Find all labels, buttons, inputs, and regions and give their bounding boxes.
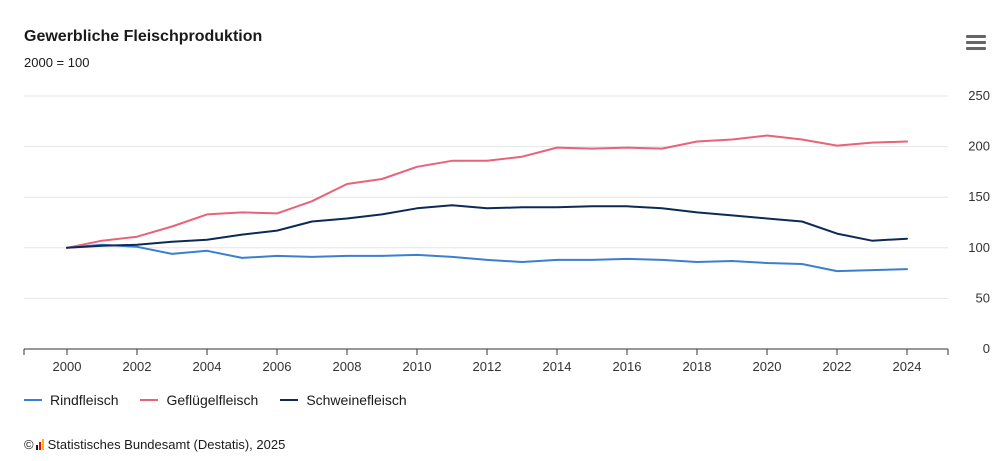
y-tick-label: 100 (968, 240, 990, 255)
x-tick-label: 2004 (193, 359, 222, 374)
chart-title: Gewerbliche Fleischproduktion (24, 28, 263, 45)
copyright-symbol: © (24, 437, 34, 452)
legend-swatch (24, 399, 42, 401)
legend: Rindfleisch Geflügelfleisch Schweinefleisc… (24, 392, 407, 408)
y-tick-label: 200 (968, 139, 990, 154)
y-tick-label: 150 (968, 189, 990, 204)
menu-bar (966, 47, 986, 50)
series-line-schweinefleisch[interactable] (66, 204, 908, 249)
destatis-logo-icon (35, 439, 44, 450)
legend-label: Rindfleisch (50, 392, 119, 408)
x-tick-label: 2006 (263, 359, 292, 374)
y-tick-label: 50 (976, 290, 990, 305)
x-tick-label: 2002 (123, 359, 152, 374)
line-chart: 2000 2002 2004 2006 2008 2010 2012 2014 2016 2018… (23, 88, 990, 374)
legend-swatch (280, 399, 299, 401)
credits: © Statistisches Bundesamt (Destatis), 20… (24, 437, 285, 452)
hamburger-menu-icon[interactable] (966, 35, 986, 53)
x-tick-label: 2020 (753, 359, 782, 374)
y-axis: 0 50 100 150 200 250 (968, 88, 990, 356)
legend-item[interactable]: Geflügelfleisch (140, 392, 258, 408)
x-tick-label: 2010 (403, 359, 432, 374)
legend-label: Schweinefleisch (306, 392, 407, 408)
chart-subtitle: 2000 = 100 (24, 55, 90, 70)
legend-swatch (140, 399, 159, 401)
x-tick-label: 2022 (823, 359, 852, 374)
series-line-rindfleisch[interactable] (66, 243, 908, 273)
x-axis: 2000 2002 2004 2006 2008 2010 2012 2014 2016 2018… (23, 348, 949, 374)
x-tick-label: 2008 (333, 359, 362, 374)
x-tick-label: 2000 (53, 359, 82, 374)
series-line-geflügelfleisch[interactable] (66, 134, 908, 249)
menu-bar (966, 35, 986, 38)
credits-text[interactable]: Statistisches Bundesamt (Destatis), 2025 (47, 437, 286, 452)
y-tick-label: 250 (968, 88, 990, 103)
legend-item[interactable]: Rindfleisch (24, 392, 118, 408)
logo-bar (41, 439, 44, 450)
x-tick-label: 2012 (473, 359, 502, 374)
logo-bar (38, 442, 41, 450)
series-lines (66, 134, 908, 273)
menu-bar (966, 41, 986, 44)
legend-item[interactable]: Schweinefleisch (280, 392, 407, 408)
legend-label: Geflügelfleisch (166, 392, 259, 408)
x-tick-label: 2018 (683, 359, 712, 374)
grid-lines (24, 95, 948, 299)
x-tick-label: 2024 (893, 359, 922, 374)
logo-bar (35, 445, 38, 450)
x-tick-label: 2016 (613, 359, 642, 374)
x-tick-label: 2014 (543, 359, 572, 374)
y-tick-label: 0 (983, 341, 990, 356)
